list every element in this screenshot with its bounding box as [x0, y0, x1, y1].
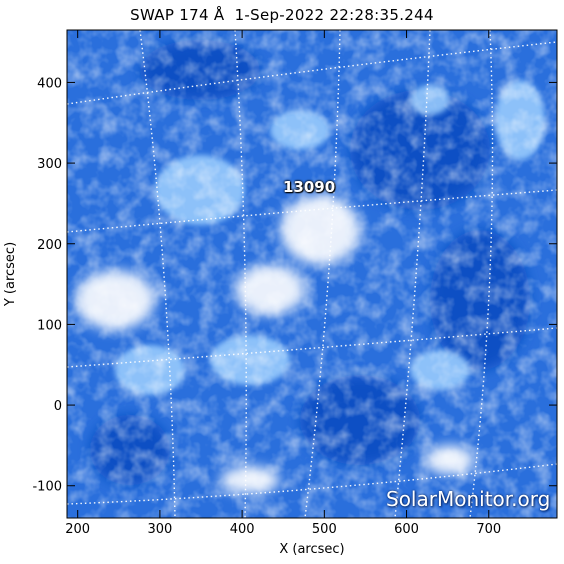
active-region-label: 13090 — [283, 178, 336, 196]
x-tick-label: 600 — [394, 522, 419, 537]
image-title: SWAP 174 Å 1-Sep-2022 22:28:35.244 — [130, 6, 434, 24]
euv-image — [67, 30, 557, 518]
y-tick-label: 100 — [37, 318, 62, 333]
y-tick-label: 300 — [37, 157, 62, 172]
x-axis-title: X (arcsec) — [279, 542, 344, 557]
y-tick-label: 200 — [37, 238, 62, 253]
x-axis: 200 300 400 500 600 700 — [65, 30, 501, 537]
y-tick-label: 0 — [54, 399, 62, 414]
x-tick-label: 300 — [147, 522, 172, 537]
y-axis-title: Y (arcsec) — [3, 242, 18, 307]
plot-frame — [66, 29, 558, 519]
y-tick-label: -100 — [32, 480, 62, 495]
y-tick-label: 400 — [37, 76, 62, 91]
y-axis: -100 0 100 200 300 400 — [32, 76, 557, 495]
watermark: SolarMonitor.org — [386, 487, 551, 511]
heliographic-grid — [67, 30, 557, 518]
x-tick-label: 500 — [312, 522, 337, 537]
x-tick-label: 400 — [230, 522, 255, 537]
x-tick-label: 700 — [476, 522, 501, 537]
x-tick-label: 200 — [65, 522, 90, 537]
